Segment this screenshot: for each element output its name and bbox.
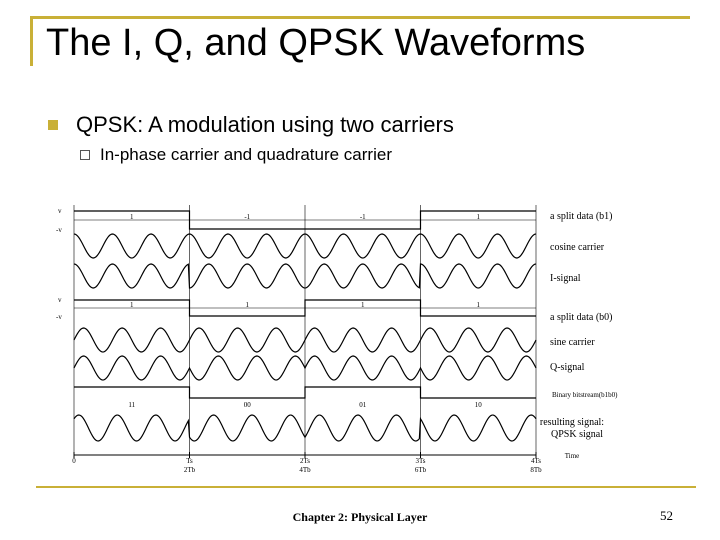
time-tick-label: 3Ts <box>415 457 425 465</box>
amplitude-label-neg-v: -v <box>56 226 62 234</box>
dibit-label: 00 <box>244 401 252 409</box>
footer-chapter: Chapter 2: Physical Layer <box>292 510 428 524</box>
label-time-axis: Time <box>565 452 580 460</box>
label-split-data-b1: a split data (b1) <box>550 211 612 222</box>
bullet-hollow-square-icon <box>80 150 90 160</box>
cosine-carrier-trace <box>73 233 537 259</box>
time-tick-label: Ts <box>186 457 193 465</box>
qpsk-resulting-signal-trace <box>73 414 537 442</box>
time-tick-sublabel: 2Tb <box>184 466 196 474</box>
b0-split-data-trace <box>74 299 536 317</box>
q-signal-trace <box>73 355 537 381</box>
label-i-signal: I-signal <box>550 273 581 284</box>
bullet-square-icon <box>48 120 58 130</box>
label-binary-bitstream: Binary bitstream(b1b0) <box>552 391 618 399</box>
sine-carrier-trace <box>73 327 537 353</box>
b1-bit-label: 1 <box>477 213 481 221</box>
amplitude-label-neg-v: -v <box>56 313 62 321</box>
label-resulting-signal: resulting signal: <box>540 417 604 428</box>
i-signal-trace <box>73 263 537 289</box>
b1-split-data-trace <box>74 210 536 230</box>
time-tick-sublabel: 6Tb <box>415 466 427 474</box>
b1-bit-label: -1 <box>360 213 366 221</box>
time-tick-label: 0 <box>72 457 76 465</box>
time-tick-sublabel: 4Tb <box>299 466 311 474</box>
time-tick-sublabel: 8Tb <box>530 466 542 474</box>
b0-bit-label: 1 <box>246 301 250 309</box>
dibit-label: 01 <box>359 401 367 409</box>
label-cosine-carrier: cosine carrier <box>550 242 605 253</box>
amplitude-label-v: v <box>58 207 62 215</box>
label-sine-carrier: sine carrier <box>550 337 595 348</box>
b1-bit-label: 1 <box>130 213 134 221</box>
binary-bitstream-trace <box>74 386 536 399</box>
b0-bit-label: 1 <box>477 301 481 309</box>
dibit-label: 11 <box>128 401 135 409</box>
b0-bit-label: 1 <box>361 301 365 309</box>
bullet-text-level2: In-phase carrier and quadrature carrier <box>100 145 392 164</box>
label-qpsk-signal: QPSK signal <box>551 429 603 440</box>
time-tick-label: 4Ts <box>531 457 541 465</box>
dibit-label: 10 <box>475 401 483 409</box>
slide-title: The I, Q, and QPSK Waveforms <box>46 22 586 64</box>
title-accent-horizontal <box>30 16 690 19</box>
label-split-data-b0: a split data (b0) <box>550 312 612 323</box>
page-number: 52 <box>660 508 673 523</box>
bullet-text-level1: QPSK: A modulation using two carriers <box>76 112 454 137</box>
amplitude-label-v: v <box>58 296 62 304</box>
footer-divider <box>36 486 696 488</box>
b1-bit-label: -1 <box>244 213 250 221</box>
title-accent-vertical <box>30 16 33 66</box>
b0-bit-label: 1 <box>130 301 134 309</box>
label-q-signal: Q-signal <box>550 362 585 373</box>
time-tick-label: 2Ts <box>300 457 310 465</box>
